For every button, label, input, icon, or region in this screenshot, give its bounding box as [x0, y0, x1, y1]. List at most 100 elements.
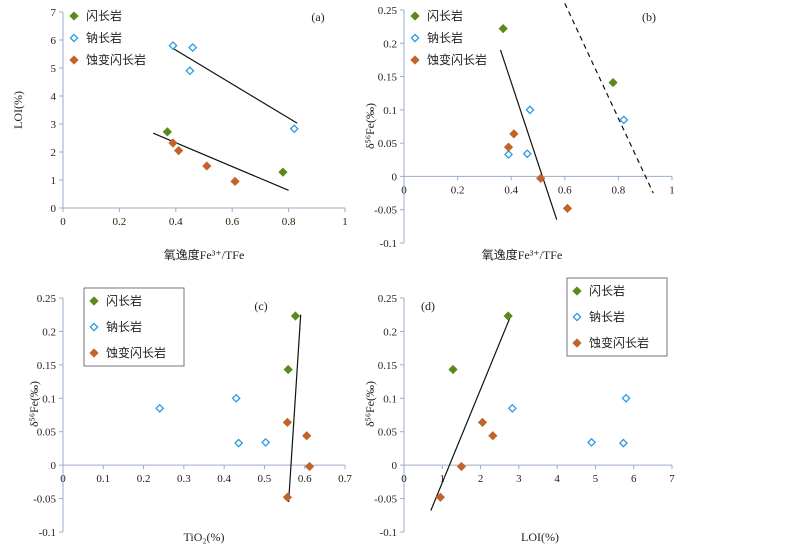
- data-point-albitite: [525, 105, 535, 115]
- legend-box: [566, 277, 668, 357]
- x-tick-label: 0.6: [225, 216, 239, 228]
- data-point-altered-diorite: [304, 461, 315, 472]
- y-tick-label: 0.15: [37, 360, 57, 372]
- trendline-1: [172, 47, 298, 124]
- y-tick-label: 0.2: [42, 326, 56, 338]
- panel-label: (b): [642, 10, 656, 24]
- x-tick-label: 0.2: [137, 473, 151, 485]
- x-tick-label: 0.8: [612, 184, 626, 196]
- data-point-altered-diorite: [536, 173, 546, 184]
- y-tick-label: -0.05: [374, 494, 397, 506]
- y-tick-label: 2: [51, 147, 57, 159]
- data-point-altered-diorite: [302, 431, 312, 441]
- x-tick-label: 6: [631, 473, 637, 485]
- x-tick-label: 1: [669, 184, 675, 196]
- x-tick-label: 0.3: [177, 473, 191, 485]
- y-tick-label: 7: [51, 7, 57, 19]
- legend-marker: [89, 296, 99, 306]
- trendline-1: [430, 314, 512, 511]
- x-axis-label: 氧逸度Fe³⁺/TFe: [164, 247, 245, 262]
- x-tick-label: 0.1: [96, 473, 110, 485]
- y-axis-label: δ⁵⁶Fe(‰): [27, 381, 41, 427]
- legend-label: 蚀变闪长岩: [589, 335, 649, 350]
- x-tick-label: 0.7: [338, 473, 352, 485]
- legend-label: 闪长岩: [86, 8, 122, 23]
- x-tick-label: 0: [60, 216, 66, 228]
- legend-label: 钠长岩: [86, 30, 122, 45]
- data-point-diorite: [448, 364, 458, 375]
- y-tick-label: 0.05: [378, 427, 398, 439]
- data-point-diorite: [283, 364, 293, 375]
- legend-marker: [69, 33, 79, 43]
- data-point-altered-diorite: [509, 129, 519, 139]
- legend-marker: [89, 322, 99, 332]
- legend-label: 钠长岩: [427, 30, 463, 45]
- x-tick-label: 0.5: [258, 473, 272, 485]
- data-point-albitite: [621, 393, 631, 403]
- x-tick-label: 4: [554, 473, 560, 485]
- trendline-2: [564, 3, 654, 194]
- data-point-albitite: [619, 115, 629, 125]
- data-point-altered-diorite: [168, 138, 178, 148]
- data-point-albitite: [261, 437, 271, 447]
- data-point-altered-diorite: [456, 461, 467, 472]
- panel-a: 0 0.2 0.4 0.6 0.8 1 0 1 2 3 4 5 6 7 氧逸度Fe³⁺/TFe LOI(%) (…: [11, 7, 348, 262]
- data-point-diorite: [503, 311, 513, 321]
- y-tick-label: 1: [51, 175, 57, 187]
- data-point-altered-diorite: [562, 203, 573, 214]
- y-tick-label: 5: [51, 63, 57, 75]
- panel-b: 0 0.2 0.4 0.6 0.8 1 -0.1 -0.05 0 0.05 0.1 0.15 0.2 0.…: [363, 3, 675, 262]
- legend-marker: [410, 33, 420, 43]
- y-axis-label: LOI(%): [11, 91, 25, 129]
- data-point-altered-diorite: [503, 142, 514, 152]
- legend-label: 闪长岩: [106, 293, 142, 308]
- data-point-altered-diorite: [202, 161, 212, 171]
- data-point-altered-diorite: [488, 431, 498, 441]
- trendline-1: [499, 49, 558, 220]
- y-tick-label: 0.1: [383, 393, 397, 405]
- data-point-diorite: [608, 77, 618, 88]
- data-point-albitite: [185, 66, 195, 76]
- x-tick-label: 2: [478, 473, 484, 485]
- y-axis-label: δ⁵⁶Fe(‰): [363, 381, 377, 427]
- data-point-diorite: [278, 167, 288, 177]
- data-point-altered-diorite: [173, 145, 184, 156]
- y-tick-label: 3: [51, 119, 57, 131]
- x-tick-label: 0.2: [113, 216, 127, 228]
- x-axis-label: TiO₂(%): [183, 530, 224, 544]
- x-tick-label: 0.4: [217, 473, 231, 485]
- x-tick-label: 0.4: [169, 216, 183, 228]
- legend-marker: [572, 312, 582, 322]
- panel-c: 0 0.1 0.2 0.3 0.4 0.5 0.6 0.7 -0.1 -0.05 0 0.05 0.1 0…: [27, 287, 352, 544]
- y-tick-label: -0.1: [39, 527, 56, 539]
- legend-marker: [89, 348, 99, 358]
- y-tick-label: -0.05: [33, 494, 56, 506]
- y-tick-label: 0.05: [37, 427, 57, 439]
- x-axis-label: LOI(%): [521, 530, 559, 544]
- y-tick-label: 0: [51, 460, 57, 472]
- x-tick-label: 0: [401, 473, 407, 485]
- legend-marker: [410, 11, 420, 21]
- panel-label: (c): [254, 299, 267, 313]
- legend-label: 钠长岩: [106, 319, 142, 334]
- y-tick-label: 0.2: [383, 38, 397, 50]
- legend-box: [83, 287, 185, 367]
- x-tick-label: 7: [669, 473, 675, 485]
- data-point-altered-diorite: [282, 417, 293, 427]
- data-point-albitite: [188, 43, 198, 53]
- legend-label: 蚀变闪长岩: [86, 52, 146, 67]
- data-point-albitite: [504, 149, 514, 159]
- y-tick-label: 0.25: [378, 293, 398, 305]
- data-point-diorite: [498, 24, 508, 34]
- data-point-albitite: [168, 41, 178, 51]
- y-axis-label: δ⁵⁶Fe(‰): [363, 103, 377, 149]
- y-tick-label: 0.1: [42, 393, 56, 405]
- data-point-albitite: [522, 149, 532, 159]
- x-tick-label: 0.2: [451, 184, 465, 196]
- data-point-albitite: [618, 438, 628, 448]
